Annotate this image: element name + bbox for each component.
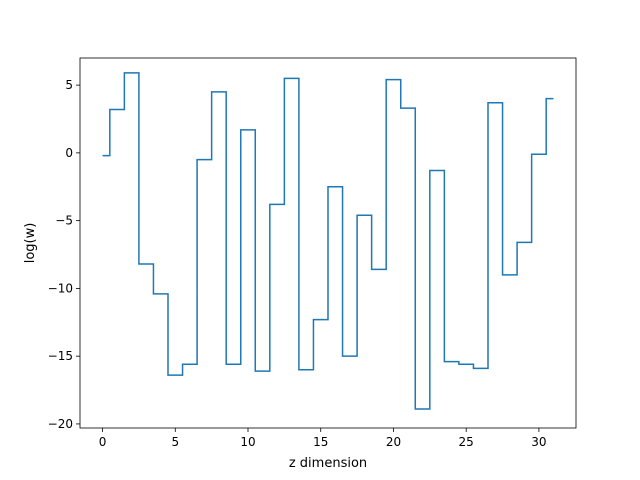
y-axis-label: log(w)	[23, 223, 38, 264]
x-tick-label: 5	[171, 435, 179, 449]
y-tick-label: −15	[48, 349, 73, 363]
y-tick-label: −20	[48, 417, 73, 431]
x-tick-label: 30	[531, 435, 546, 449]
y-axis-ticks: −20 −15 −10 −5 0 5	[48, 78, 80, 431]
x-axis-ticks: 0 5 10 15 20 25 30	[99, 428, 547, 449]
y-tick-label: −10	[48, 281, 73, 295]
series-line	[102, 72, 554, 410]
y-tick-label: 5	[65, 78, 73, 92]
y-tick-label: 0	[65, 146, 73, 160]
y-tick-label: −5	[55, 214, 73, 228]
x-tick-label: 0	[99, 435, 107, 449]
plot-frame	[79, 57, 577, 429]
x-tick-label: 15	[313, 435, 328, 449]
x-tick-label: 25	[459, 435, 474, 449]
x-axis-label: z dimension	[289, 456, 367, 471]
x-tick-label: 10	[240, 435, 255, 449]
x-tick-label: 20	[386, 435, 401, 449]
